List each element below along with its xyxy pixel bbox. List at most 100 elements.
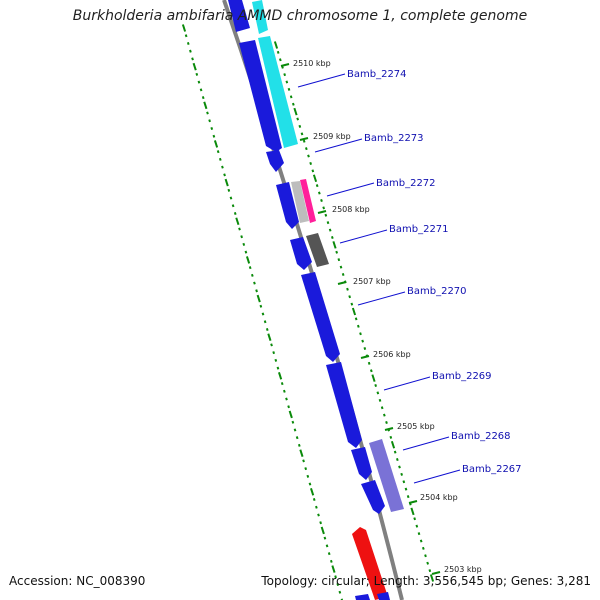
tick-mark [195, 72, 199, 76]
tick-mark [201, 96, 205, 100]
scale-label: 2506 kbp [373, 350, 411, 359]
tick-mark [378, 398, 382, 402]
tick-mark [203, 101, 208, 110]
tick-mark [255, 289, 258, 293]
tick-mark [398, 465, 401, 469]
tick-mark [283, 73, 287, 77]
tick-mark [287, 405, 290, 409]
tick-mark [331, 565, 336, 573]
tick-mark [278, 58, 282, 62]
tick-mark [192, 62, 197, 71]
tick-mark [235, 217, 240, 226]
tick-mark [189, 49, 192, 53]
tick-mark [311, 169, 315, 173]
tick-mark [339, 265, 343, 269]
tick-mark [341, 272, 345, 276]
outer-tick-track [273, 41, 435, 582]
tick-mark [283, 389, 286, 393]
tick-mark [291, 102, 295, 106]
tick-mark [221, 165, 224, 169]
tick-mark [233, 212, 237, 216]
tick-mark [428, 569, 432, 573]
tick-mark [334, 575, 337, 579]
tick-mark [248, 266, 252, 270]
scale-label: 2508 kbp [332, 205, 370, 214]
gene-arrow[interactable] [377, 592, 390, 600]
gene-arrow[interactable] [361, 480, 385, 514]
tick-mark [320, 526, 325, 535]
tick-mark [317, 513, 320, 517]
tick-mark [393, 450, 397, 454]
tick-mark [410, 507, 415, 516]
tick-mark [259, 304, 263, 308]
scale-label: 2507 kbp [353, 277, 391, 286]
tick-mark [376, 391, 380, 395]
tick-mark [300, 132, 304, 136]
gene-label[interactable]: Bamb_2270 [407, 286, 467, 297]
feature-box[interactable] [291, 181, 309, 223]
tick-mark [308, 482, 312, 486]
tick-mark [218, 157, 222, 161]
feature-box[interactable] [369, 439, 404, 512]
tick-mark [404, 487, 408, 491]
gene-arrow[interactable] [252, 0, 268, 34]
tick-mark [356, 324, 360, 328]
gene-label[interactable]: Bamb_2273 [364, 133, 424, 144]
tick-mark [320, 198, 323, 202]
gene-arrow[interactable] [326, 362, 362, 448]
gene-arrow[interactable] [239, 40, 282, 152]
gene-features [228, 0, 404, 600]
tick-mark [208, 119, 211, 123]
gene-label[interactable]: Bamb_2274 [347, 69, 407, 80]
gene-arrow[interactable] [301, 272, 340, 362]
tick-mark [285, 80, 289, 84]
tick-mark [240, 235, 243, 239]
gene-arrow[interactable] [355, 594, 370, 600]
tick-mark [328, 228, 332, 232]
tick-mark [273, 41, 279, 49]
tick-mark [395, 458, 399, 462]
tick-mark [374, 384, 378, 388]
tick-mark [272, 351, 276, 355]
tick-mark [350, 302, 354, 306]
tick-mark [302, 459, 305, 463]
tick-mark [299, 449, 304, 457]
tick-mark [206, 111, 209, 115]
tick-mark [419, 539, 423, 543]
tick-mark [326, 221, 330, 225]
gene-arrow[interactable] [228, 0, 250, 32]
gene-arrow[interactable] [266, 150, 284, 172]
scale-label: 2509 kbp [313, 132, 351, 141]
gene-label[interactable]: Bamb_2272 [376, 178, 436, 189]
tick-mark [402, 480, 406, 484]
tick-mark [265, 327, 269, 331]
scale-label: 2504 kbp [420, 493, 458, 502]
tick-mark [298, 124, 302, 128]
gene-arrow[interactable] [352, 527, 388, 600]
tick-mark [210, 126, 214, 130]
feature-box[interactable] [306, 233, 329, 267]
tick-mark [322, 206, 326, 210]
tick-mark [335, 250, 339, 254]
tick-mark [227, 188, 231, 192]
gene-label[interactable]: Bamb_2271 [389, 224, 449, 235]
tick-mark [224, 178, 229, 187]
gene-label[interactable]: Bamb_2267 [462, 464, 522, 475]
tick-mark [296, 117, 300, 121]
tick-mark [415, 524, 419, 528]
tick-mark [285, 397, 288, 401]
gene-arrow[interactable] [290, 237, 312, 270]
gene-label[interactable]: Bamb_2268 [451, 431, 511, 442]
gene-label[interactable]: Bamb_2269 [432, 371, 492, 382]
scale-label: 2505 kbp [397, 422, 435, 431]
feature-box[interactable] [300, 179, 316, 223]
tick-mark [329, 559, 333, 563]
gene-arrow[interactable] [276, 182, 299, 229]
tick-mark [324, 213, 328, 217]
tick-mark [310, 487, 315, 496]
gene-arrow[interactable] [351, 447, 372, 480]
gene-arrow[interactable] [258, 36, 298, 148]
tick-mark [278, 372, 283, 380]
tick-mark [421, 546, 425, 550]
